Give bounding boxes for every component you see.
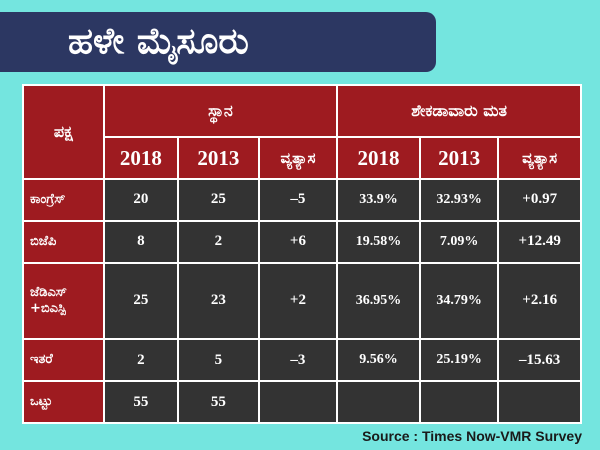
seats-diff: +6	[259, 221, 337, 262]
table-row: ಒಟ್ಟು 55 55	[24, 382, 580, 422]
vote-2013	[420, 382, 498, 422]
seats-2013-header: 2013	[179, 138, 258, 178]
title-banner: ಹಳೇ ಮೈಸೂರು	[0, 12, 436, 72]
seats-2013: 25	[179, 180, 258, 220]
table-row: ಜೆಡಿಎಸ್ +ಬಿಎಸ್ಪಿ 25 23 +2 36.95% 34.79% …	[24, 263, 580, 339]
vote-2018: 33.9%	[338, 180, 419, 220]
seats-2018: 20	[104, 180, 178, 220]
table-row: ಬಿಜೆಪಿ 8 2 +6 19.58% 7.09% +12.49	[24, 221, 580, 262]
seats-header: ಸ್ಥಾನ	[104, 86, 337, 136]
vote-2013: 7.09%	[420, 221, 498, 262]
seats-2018: 55	[104, 382, 178, 422]
seats-2018: 8	[104, 221, 178, 262]
seats-diff-header: ವ್ಯತ್ಯಾಸ	[259, 138, 337, 178]
party-name: ಬಿಜೆಪಿ	[24, 221, 103, 262]
seats-diff	[259, 382, 337, 422]
party-name: ಒಟ್ಟು	[24, 382, 103, 422]
seats-2018: 2	[104, 340, 178, 381]
seats-2013: 2	[179, 221, 258, 262]
vote-2018: 19.58%	[338, 221, 419, 262]
seats-2013: 23	[179, 263, 258, 339]
vote-2018-header: 2018	[338, 138, 419, 178]
table-row: ಕಾಂಗ್ರೆಸ್ 20 25 –5 33.9% 32.93% +0.97	[24, 180, 580, 220]
seats-diff: –5	[259, 180, 337, 220]
vote-diff: +0.97	[499, 180, 580, 220]
seats-2013: 55	[179, 382, 258, 422]
vote-2013: 34.79%	[420, 263, 498, 339]
vote-diff-header: ವ್ಯತ್ಯಾಸ	[499, 138, 580, 178]
vote-diff: +12.49	[499, 221, 580, 262]
seats-2018: 25	[104, 263, 178, 339]
results-table: ಪಕ್ಷ ಸ್ಥಾನ ಶೇಕಡಾವಾರು ಮತ 2018 2013 ವ್ಯತ್ಯ…	[22, 84, 582, 424]
vote-2018	[338, 382, 419, 422]
seats-2018-header: 2018	[104, 138, 178, 178]
vote-2013: 25.19%	[420, 340, 498, 381]
seats-diff: +2	[259, 263, 337, 339]
vote-diff: –15.63	[499, 340, 580, 381]
party-name: ಇತರೆ	[24, 340, 103, 381]
party-header: ಪಕ್ಷ	[24, 86, 103, 178]
vote-2013: 32.93%	[420, 180, 498, 220]
vote-diff: +2.16	[499, 263, 580, 339]
party-name: ಜೆಡಿಎಸ್ +ಬಿಎಸ್ಪಿ	[24, 263, 103, 339]
vote-share-header: ಶೇಕಡಾವಾರು ಮತ	[338, 86, 580, 136]
vote-2018: 36.95%	[338, 263, 419, 339]
seats-2013: 5	[179, 340, 258, 381]
vote-2013-header: 2013	[420, 138, 498, 178]
vote-2018: 9.56%	[338, 340, 419, 381]
seats-diff: –3	[259, 340, 337, 381]
table-row: ಇತರೆ 2 5 –3 9.56% 25.19% –15.63	[24, 340, 580, 381]
vote-diff	[499, 382, 580, 422]
source-credit: Source : Times Now-VMR Survey	[362, 428, 582, 444]
page-title: ಹಳೇ ಮೈಸೂರು	[68, 21, 249, 62]
party-name: ಕಾಂಗ್ರೆಸ್	[24, 180, 103, 220]
